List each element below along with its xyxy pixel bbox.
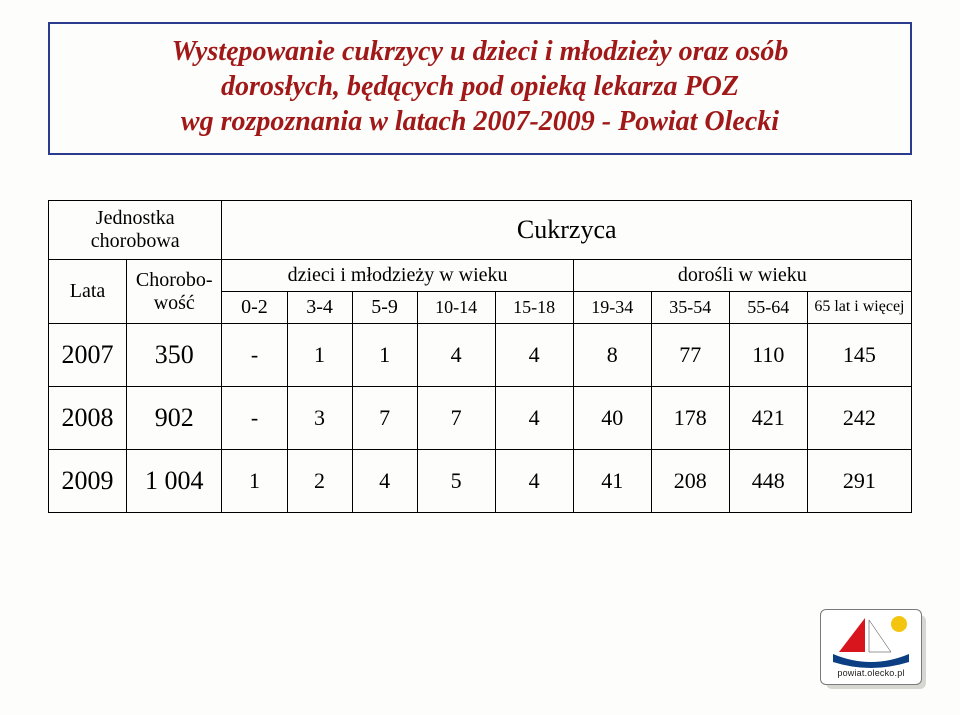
table-row: 2008 902 - 3 7 7 4 40 178 421 242 <box>49 387 912 450</box>
header-range: 0-2 <box>222 292 287 324</box>
header-range: 3-4 <box>287 292 352 324</box>
cell-year: 2008 <box>49 387 127 450</box>
cell: 4 <box>495 324 573 387</box>
cell-year: 2009 <box>49 450 127 513</box>
table-row: 2007 350 - 1 1 4 4 8 77 110 145 <box>49 324 912 387</box>
cell: 1 <box>287 324 352 387</box>
cell: 1 <box>352 324 417 387</box>
cell: 4 <box>495 450 573 513</box>
header-range: 55-64 <box>729 292 807 324</box>
title-line-2: dorosłych, będących pod opieką lekarza P… <box>68 69 892 104</box>
table-row: 2009 1 004 1 2 4 5 4 41 208 448 291 <box>49 450 912 513</box>
cell: 4 <box>352 450 417 513</box>
header-range: 19-34 <box>573 292 651 324</box>
title-line-3: wg rozpoznania w latach 2007-2009 - Powi… <box>68 104 892 139</box>
cell-total: 1 004 <box>127 450 222 513</box>
cell: 7 <box>352 387 417 450</box>
cell: 2 <box>287 450 352 513</box>
cell: 178 <box>651 387 729 450</box>
logo-card: powiat.olecko.pl <box>820 609 922 685</box>
cell: 7 <box>417 387 495 450</box>
header-morbidity: Chorobo- wość <box>127 260 222 324</box>
cell-total: 350 <box>127 324 222 387</box>
cell: 421 <box>729 387 807 450</box>
table-container: Jednostka chorobowa Cukrzyca Lata Chorob… <box>48 200 912 513</box>
sailboat-icon <box>825 612 917 668</box>
cell: 242 <box>807 387 911 450</box>
cell: 40 <box>573 387 651 450</box>
table-row: Jednostka chorobowa Cukrzyca <box>49 201 912 260</box>
header-range: 15-18 <box>495 292 573 324</box>
header-range: 10-14 <box>417 292 495 324</box>
title-line-1: Występowanie cukrzycy u dzieci i młodzie… <box>68 34 892 69</box>
header-disease: Cukrzyca <box>222 201 912 260</box>
cell: 3 <box>287 387 352 450</box>
cell: 4 <box>417 324 495 387</box>
cell: 208 <box>651 450 729 513</box>
data-table: Jednostka chorobowa Cukrzyca Lata Chorob… <box>48 200 912 513</box>
cell-year: 2007 <box>49 324 127 387</box>
cell: 8 <box>573 324 651 387</box>
cell: 4 <box>495 387 573 450</box>
cell: 110 <box>729 324 807 387</box>
header-adults-group: dorośli w wieku <box>573 260 911 292</box>
title-box: Występowanie cukrzycy u dzieci i młodzie… <box>48 22 912 155</box>
cell: 1 <box>222 450 287 513</box>
header-children-group: dzieci i młodzieży w wieku <box>222 260 573 292</box>
header-range: 65 lat i więcej <box>807 292 911 324</box>
table-row: Lata Chorobo- wość dzieci i młodzieży w … <box>49 260 912 292</box>
cell: 41 <box>573 450 651 513</box>
cell: 77 <box>651 324 729 387</box>
header-range: 35-54 <box>651 292 729 324</box>
cell: 145 <box>807 324 911 387</box>
cell: 291 <box>807 450 911 513</box>
cell: 448 <box>729 450 807 513</box>
header-range: 5-9 <box>352 292 417 324</box>
cell: - <box>222 387 287 450</box>
cell-total: 902 <box>127 387 222 450</box>
header-unit: Jednostka chorobowa <box>49 201 222 260</box>
logo: powiat.olecko.pl <box>820 609 930 693</box>
header-years: Lata <box>49 260 127 324</box>
logo-url: powiat.olecko.pl <box>821 668 921 678</box>
cell: 5 <box>417 450 495 513</box>
cell: - <box>222 324 287 387</box>
